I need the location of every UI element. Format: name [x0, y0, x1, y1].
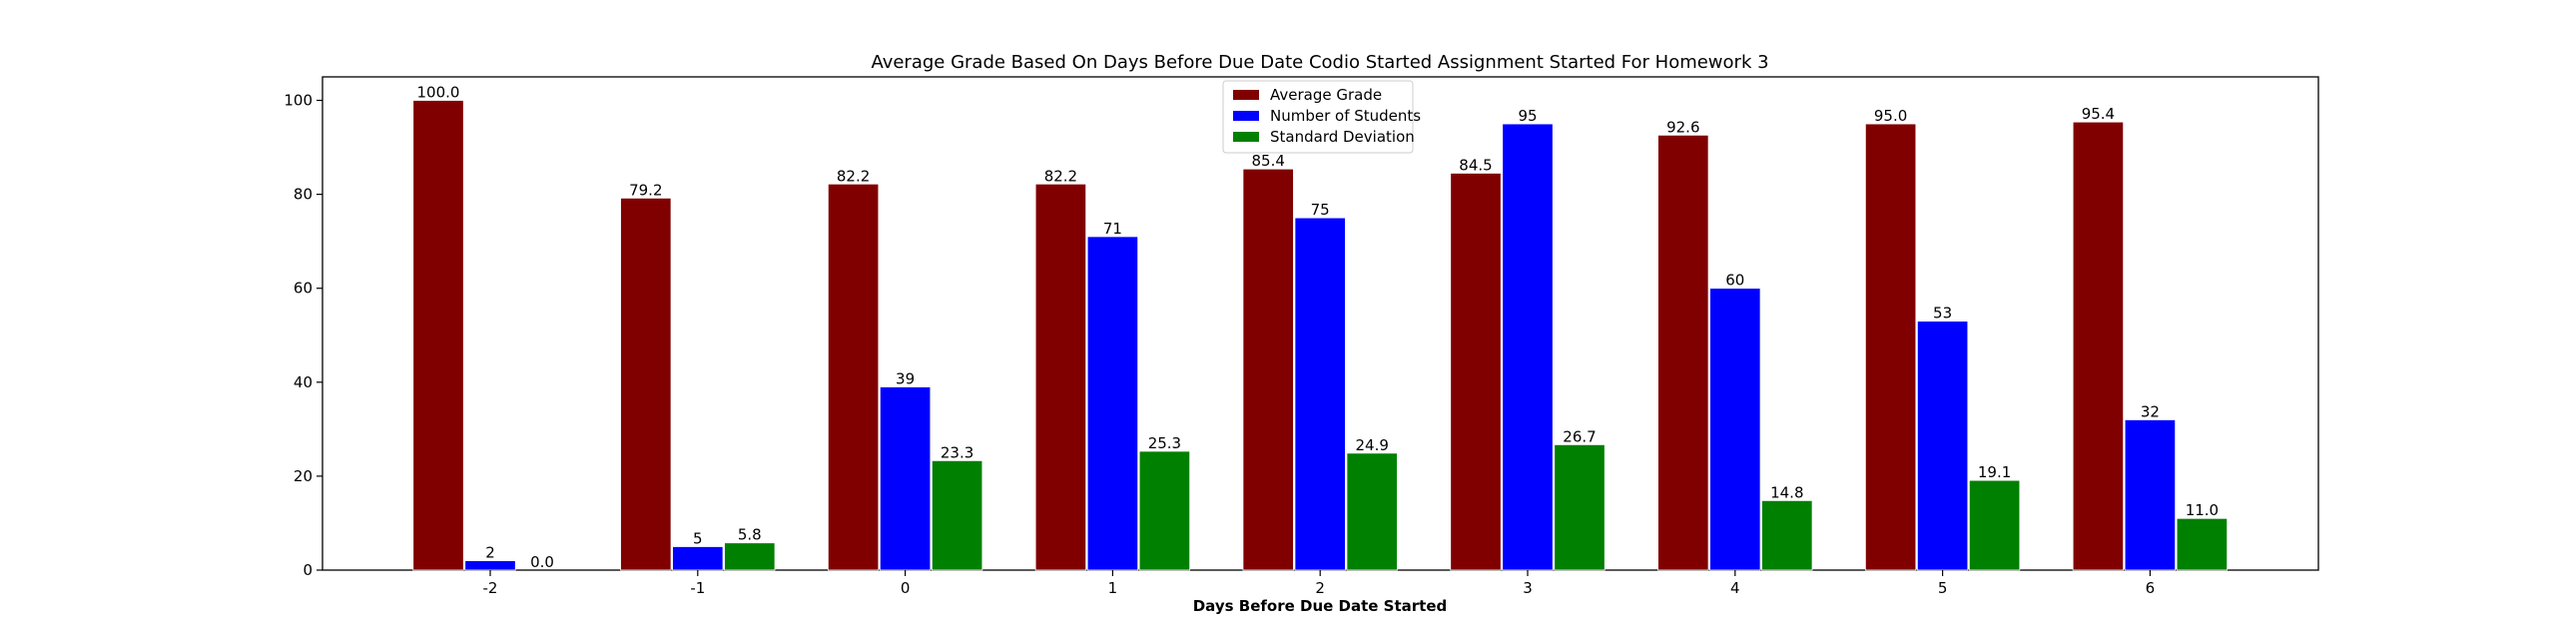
data-label: 60 [1725, 272, 1744, 290]
bar [672, 546, 724, 571]
data-label: 26.7 [1563, 427, 1596, 445]
data-label: 2 [485, 544, 495, 562]
x-axis-label: Days Before Due Date Started [1193, 597, 1448, 615]
bars [412, 100, 2229, 571]
data-label: 71 [1103, 220, 1122, 238]
bar [2124, 419, 2177, 571]
y-tick-label: 20 [294, 467, 313, 485]
data-label: 5.8 [738, 526, 762, 544]
data-label: 95.4 [2082, 105, 2115, 123]
bar [1968, 479, 2021, 571]
data-label: 14.8 [1770, 483, 1803, 501]
bar-labels: 100.079.282.2 82.285.4 84.592.695.0 95.4253… [417, 84, 2220, 571]
bar [1761, 499, 1813, 571]
legend-swatch [1233, 90, 1259, 100]
data-label: 100.0 [417, 84, 460, 102]
bar [412, 100, 464, 571]
bar [2176, 517, 2229, 571]
bar [1864, 123, 1917, 571]
legend-entry: Average Grade [1270, 86, 1382, 104]
x-tick-label: 2 [1315, 579, 1325, 597]
data-label: 79.2 [629, 181, 662, 199]
bar [1450, 173, 1502, 571]
data-label: 82.2 [1044, 167, 1077, 185]
chart-title: Average Grade Based On Days Before Due D… [871, 52, 1768, 73]
data-label: 53 [1933, 305, 1952, 322]
y-tick-label: 60 [294, 280, 313, 298]
data-label: 5 [693, 529, 703, 547]
y-tick-label: 40 [294, 373, 313, 391]
data-label: 75 [1311, 201, 1330, 219]
bar [1554, 443, 1606, 571]
bar [620, 197, 672, 571]
data-label: 19.1 [1978, 463, 2011, 481]
bar [2072, 121, 2125, 571]
bar [1502, 123, 1554, 571]
x-tick-label: 6 [2146, 579, 2156, 597]
bar [724, 542, 776, 571]
bar [1294, 217, 1346, 571]
legend: Average Grade Number of Students Standard … [1222, 80, 1421, 154]
x-tick-label: 4 [1730, 579, 1740, 597]
y-tick-label: 100 [284, 92, 313, 110]
x-tick-label: -2 [483, 579, 498, 597]
bar [1657, 134, 1709, 571]
bar [464, 560, 516, 571]
data-label: 95.0 [1874, 107, 1907, 125]
bar [1242, 168, 1294, 571]
data-label: 84.5 [1459, 156, 1492, 174]
legend-swatch [1233, 111, 1259, 121]
bar [1138, 450, 1191, 571]
bar [879, 386, 932, 571]
data-label: 92.6 [1666, 118, 1699, 136]
data-label: 82.2 [837, 167, 870, 185]
x-tick-label: -1 [690, 579, 705, 597]
bar [1034, 183, 1087, 571]
data-label: 0.0 [530, 553, 554, 571]
data-label: 25.3 [1148, 434, 1181, 452]
x-tick-label: 1 [1108, 579, 1118, 597]
data-label: 23.3 [941, 443, 973, 461]
x-tick-label: 5 [1938, 579, 1948, 597]
legend-swatch [1233, 132, 1259, 142]
data-label: 95 [1518, 107, 1537, 125]
bar [1346, 452, 1398, 571]
bar [1086, 236, 1139, 571]
bar [931, 459, 983, 571]
data-label: 85.4 [1251, 152, 1284, 170]
bar [1916, 320, 1969, 571]
data-label: 11.0 [2186, 501, 2219, 519]
legend-frame [1222, 80, 1414, 154]
legend-entry: Number of Students [1270, 107, 1421, 125]
data-label: 24.9 [1355, 436, 1388, 454]
y-tick-label: 80 [294, 186, 313, 204]
data-label: 32 [2141, 402, 2160, 420]
bar [827, 183, 880, 571]
data-label: 39 [896, 370, 915, 388]
legend-entry: Standard Deviation [1270, 128, 1415, 146]
bar [1709, 288, 1761, 571]
y-axis: 0 20 40 60 80 100 [284, 92, 322, 579]
y-tick-label: 0 [303, 561, 313, 579]
x-axis: -2 -1 0 1 2 3 4 5 6 [483, 570, 2156, 597]
x-tick-label: 0 [901, 579, 911, 597]
x-tick-label: 3 [1523, 579, 1533, 597]
